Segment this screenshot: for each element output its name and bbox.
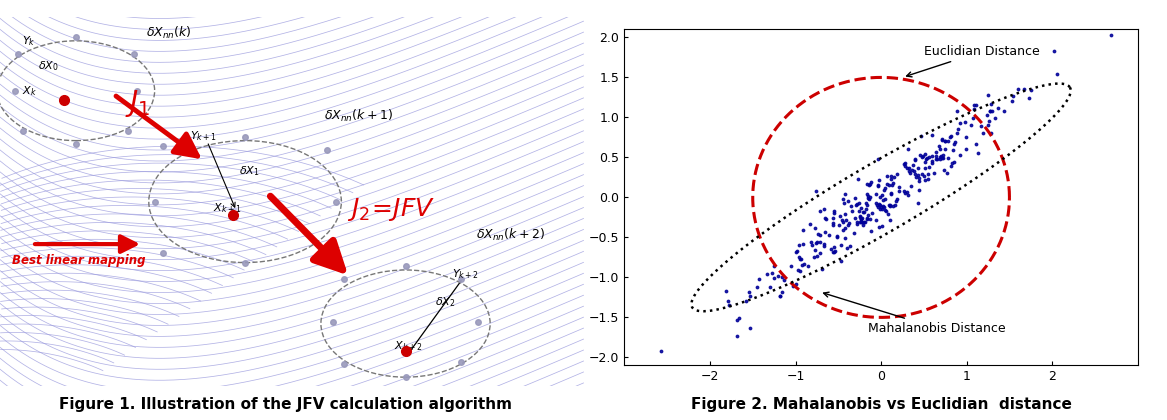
Text: $Y_k$: $Y_k$ [22,34,36,48]
Text: Figure 1. Illustration of the JFV calculation algorithm: Figure 1. Illustration of the JFV calcul… [60,396,512,412]
Text: Figure 2. Mahalanobis vs Euclidian  distance: Figure 2. Mahalanobis vs Euclidian dista… [691,396,1071,412]
Text: $\delta X_{nn}(k)$: $\delta X_{nn}(k)$ [146,25,191,41]
Text: $X_{k+2}$: $X_{k+2}$ [394,339,422,353]
Text: $X_{k+1}$: $X_{k+1}$ [212,201,242,215]
Text: $J_1$: $J_1$ [126,88,151,119]
Text: $\delta X_2$: $\delta X_2$ [434,295,455,309]
Text: Euclidian Distance: Euclidian Distance [907,45,1040,77]
Text: $\delta X_0$: $\delta X_0$ [37,59,58,73]
Text: $X_k$: $X_k$ [22,84,37,98]
Text: $\delta X_1$: $\delta X_1$ [239,164,260,178]
Text: $J_2\!=\!JFV$: $J_2\!=\!JFV$ [348,197,435,223]
Text: $Y_{k+2}$: $Y_{k+2}$ [453,268,480,281]
Text: $Y_{k+1}$: $Y_{k+1}$ [190,129,217,142]
Text: Best linear mapping: Best linear mapping [12,255,145,268]
Text: Mahalanobis Distance: Mahalanobis Distance [824,292,1006,335]
Text: $\delta X_{nn}(k+2)$: $\delta X_{nn}(k+2)$ [476,226,545,243]
Text: $\delta X_{nn}(k+1)$: $\delta X_{nn}(k+1)$ [324,108,393,124]
